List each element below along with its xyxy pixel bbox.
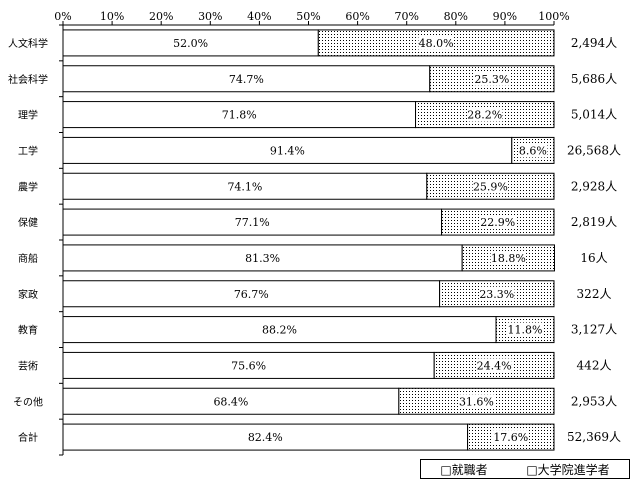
data-label-bg	[479, 286, 515, 301]
data-label-employed: 74.7%	[229, 73, 264, 86]
data-label-grad-school: 22.9%	[480, 216, 515, 229]
data-label-grad-school: 11.8%	[508, 324, 543, 337]
x-tick-label: 70%	[394, 10, 418, 23]
x-axis: 0% 10% 20% 30% 40% 50% 60% 70% 80% 90% 100%	[54, 10, 570, 456]
category-label: その他	[13, 395, 43, 408]
x-tick-label: 90%	[493, 10, 517, 23]
row-total-label: 5,014人	[571, 108, 617, 122]
bar-segment-employed	[62, 101, 417, 129]
bar-segment-employed	[62, 244, 463, 272]
category-label: 芸術	[18, 359, 38, 372]
data-label-bg	[490, 250, 527, 265]
bar-segment-employed	[62, 208, 443, 236]
bar-segment-grad-school	[441, 208, 555, 236]
legend: □就職者 □大学院進学者	[420, 459, 630, 479]
data-label-grad-school: 23.3%	[479, 288, 514, 301]
legend-label-employed: □就職者	[440, 462, 488, 477]
row-total-label: 52,369人	[567, 430, 621, 444]
data-label-bg	[418, 35, 454, 50]
data-label-bg	[476, 358, 512, 373]
bar-segment-employed	[62, 29, 319, 57]
row-total-label: 3,127人	[571, 323, 617, 337]
data-label-grad-school: 28.2%	[467, 109, 502, 122]
category-label: 合計	[18, 431, 38, 444]
data-label-employed: 75.6%	[231, 359, 266, 372]
data-label-bg	[507, 322, 543, 337]
category-label: 工学	[18, 144, 38, 157]
bar-segment-employed	[62, 280, 441, 308]
row-total-label: 2,928人	[571, 179, 617, 193]
legend-item-employed: □就職者	[440, 461, 487, 478]
category-label: 農学	[18, 180, 38, 193]
x-tick-label: 60%	[345, 10, 369, 23]
row-total-label: 5,686人	[571, 72, 617, 86]
category-label: 商船	[18, 252, 38, 265]
data-label-grad-school: 25.9%	[473, 180, 508, 193]
data-label-employed: 82.4%	[248, 431, 283, 444]
data-label-bg	[480, 215, 516, 230]
data-label-grad-school: 8.6%	[519, 144, 547, 157]
category-label: 社会科学	[8, 73, 48, 86]
data-label-grad-school: 25.3%	[474, 73, 509, 86]
data-label-bg	[474, 71, 510, 86]
x-tick-label: 50%	[296, 10, 320, 23]
data-label-bg	[458, 394, 495, 409]
x-tick-label: 40%	[247, 10, 271, 23]
bar-segment-employed	[62, 316, 497, 344]
x-tick-label: 80%	[444, 10, 468, 23]
legend-label-grad-school: □大学院進学者	[526, 462, 610, 477]
data-label-grad-school: 24.4%	[477, 359, 512, 372]
x-tick-label: 20%	[149, 10, 173, 23]
x-tick-label: 10%	[100, 10, 124, 23]
row-total-label: 322人	[577, 287, 612, 301]
row-total-label: 2,819人	[571, 215, 617, 229]
x-tick-label: 100%	[538, 10, 569, 23]
data-label-employed: 74.1%	[227, 180, 262, 193]
data-label-grad-school: 18.8%	[491, 252, 526, 265]
data-label-employed: 52.0%	[173, 37, 208, 50]
x-tick-label: 0%	[54, 10, 71, 23]
data-label-employed: 68.4%	[213, 395, 248, 408]
row-total-label: 26,568人	[567, 143, 621, 157]
legend-item-grad-school: □大学院進学者	[526, 461, 609, 478]
data-label-employed: 81.3%	[245, 252, 280, 265]
x-tick-label: 30%	[198, 10, 222, 23]
category-label: 保健	[18, 216, 38, 229]
data-label-grad-school: 31.6%	[459, 395, 494, 408]
data-label-bg	[493, 430, 529, 445]
bar-segment-employed	[62, 172, 428, 200]
row-total-label: 2,494人	[571, 36, 617, 50]
row-total-label: 442人	[577, 358, 612, 372]
data-label-employed: 77.1%	[235, 216, 270, 229]
bar-segment-employed	[62, 136, 513, 164]
data-label-bg	[467, 107, 503, 122]
bar-segment-employed	[62, 387, 400, 415]
category-label: 家政	[18, 288, 38, 301]
data-label-grad-school: 48.0%	[419, 37, 454, 50]
row-total-label: 16人	[580, 251, 607, 265]
data-label-employed: 91.4%	[270, 144, 305, 157]
data-label-grad-school: 17.6%	[493, 431, 528, 444]
data-label-bg	[518, 143, 548, 158]
row-total-label: 2,953人	[571, 394, 617, 408]
category-label: 理学	[18, 109, 38, 122]
category-label: 教育	[18, 324, 38, 337]
data-label-employed: 88.2%	[262, 324, 297, 337]
category-label: 人文科学	[8, 37, 48, 50]
data-label-employed: 71.8%	[222, 109, 257, 122]
data-label-bg	[472, 179, 509, 194]
data-label-employed: 76.7%	[234, 288, 269, 301]
